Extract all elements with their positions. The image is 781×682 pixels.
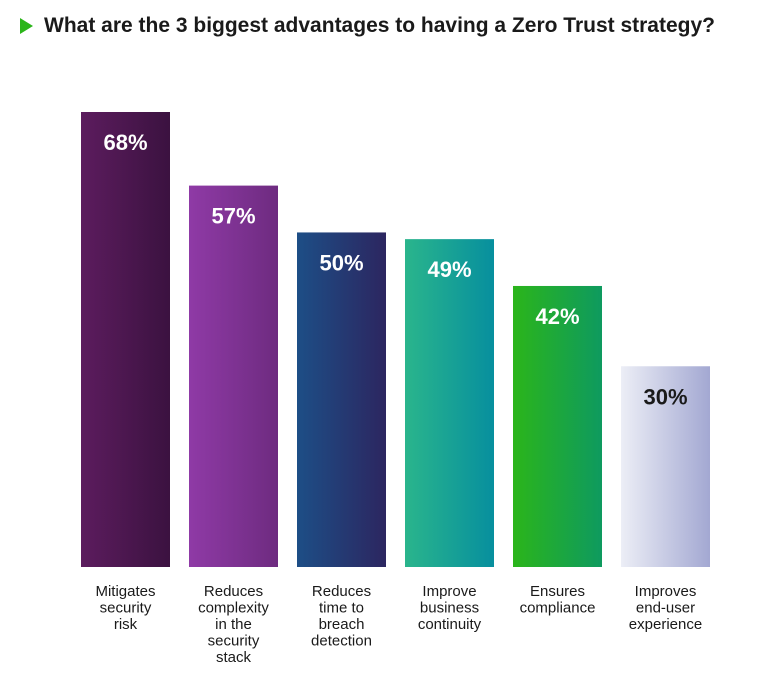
chart-title: What are the 3 biggest advantages to hav… xyxy=(44,14,715,37)
bar-value-label-5: 42% xyxy=(535,304,579,329)
bar-value-label-3: 50% xyxy=(319,250,363,275)
category-label-3: Reduces time to breach detection xyxy=(311,583,372,650)
bar-value-label-2: 57% xyxy=(211,204,255,229)
bar-3 xyxy=(297,232,386,568)
bar-value-label-4: 49% xyxy=(427,257,471,282)
bar-6 xyxy=(621,366,710,567)
category-label-1: Mitigates security risk xyxy=(95,583,155,633)
bar-4 xyxy=(405,239,494,567)
category-label-6: Improves end-user experience xyxy=(629,583,702,633)
bar-5 xyxy=(513,285,602,567)
value-labels-layer: 68% 57% 50% 49% 42% 30% xyxy=(103,130,687,409)
category-labels-layer: Mitigates security risk Reduces complexity in… xyxy=(95,583,702,666)
bar-value-label-6: 30% xyxy=(643,384,687,409)
bar-value-label-1: 68% xyxy=(103,130,147,155)
category-label-2: Reduces complexity in the security stack xyxy=(198,583,269,666)
category-label-5: Ensures compliance xyxy=(520,583,596,617)
bar-1 xyxy=(81,112,170,567)
bar-2 xyxy=(189,185,278,567)
chart-title-row: What are the 3 biggest advantages to hav… xyxy=(20,12,715,40)
bars-layer xyxy=(81,112,710,568)
play-triangle-icon xyxy=(20,18,33,34)
category-label-4: Improve business continuity xyxy=(418,583,482,633)
